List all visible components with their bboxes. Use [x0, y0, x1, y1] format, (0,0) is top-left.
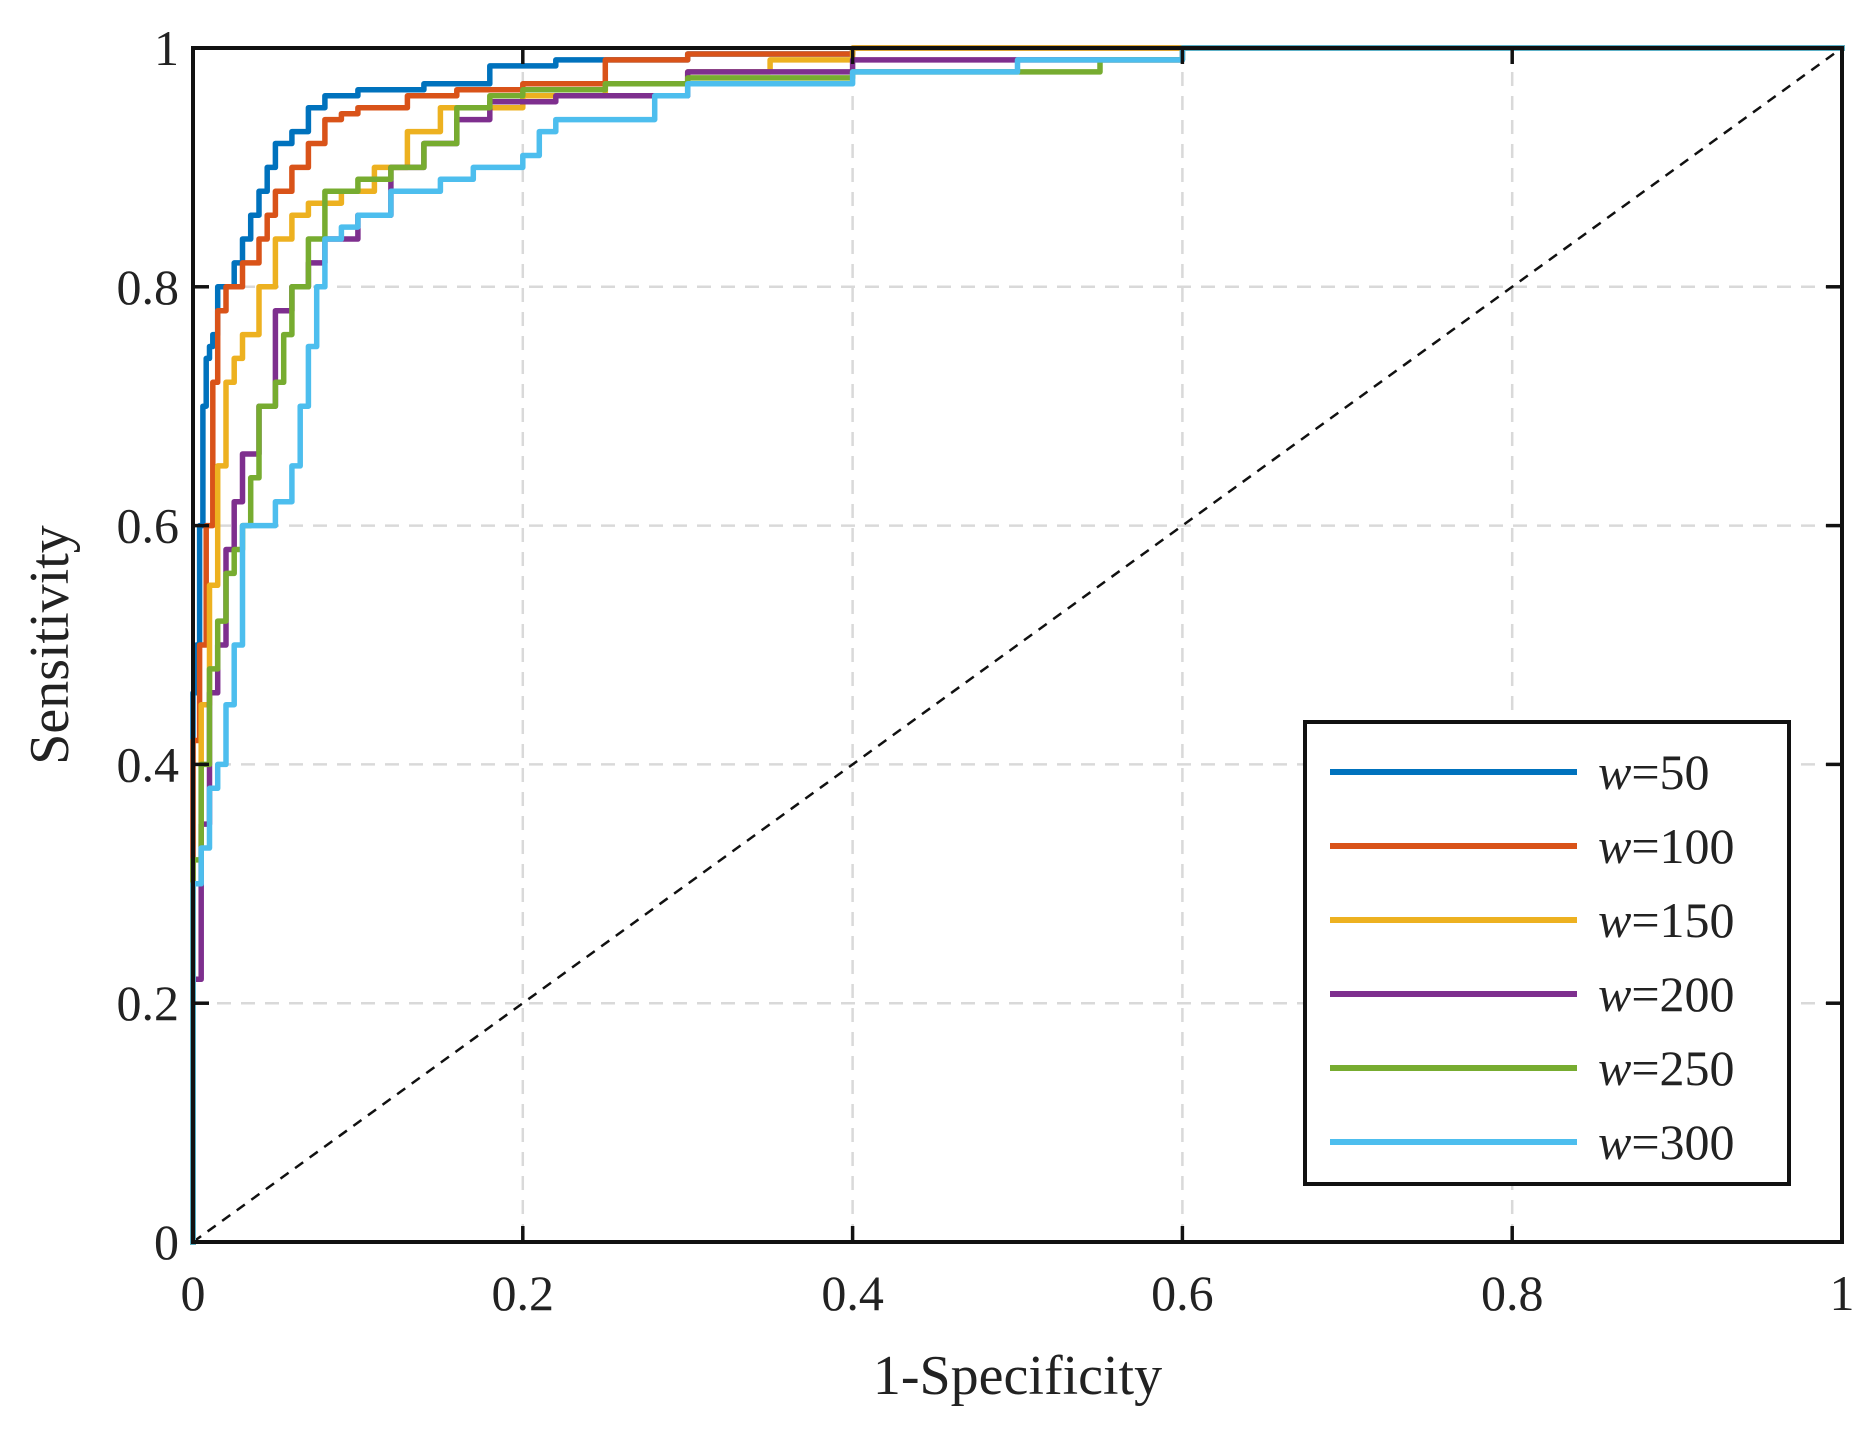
legend-label-100: w=100: [1598, 818, 1735, 874]
x-tick-label: 1: [1830, 1265, 1855, 1321]
legend-frame: [1303, 720, 1791, 1186]
legend-variable: w: [1598, 966, 1631, 1022]
legend-label-250: w=250: [1598, 1040, 1735, 1096]
legend-value: =300: [1631, 1114, 1734, 1170]
legend-value: =150: [1631, 892, 1734, 948]
y-axis-label: Sensitivity: [19, 525, 81, 765]
y-tick-label: 0: [154, 1214, 179, 1270]
legend-label-300: w=300: [1598, 1114, 1735, 1170]
x-tick-label: 0.2: [492, 1265, 555, 1321]
series-layer: [190, 45, 1845, 1245]
reference-line-layer: [192, 46, 1843, 1244]
x-tick-label: 0.8: [1481, 1265, 1544, 1321]
legend-value: =50: [1631, 744, 1709, 800]
roc-curve-250: [190, 45, 1845, 1245]
legend-variable: w: [1598, 1040, 1631, 1096]
legend-variable: w: [1598, 892, 1631, 948]
x-tick-labels: 0 0.2 0.4 0.6 0.8 1: [181, 1265, 1855, 1321]
y-tick-labels: 0 0.2 0.4 0.6 0.8 1: [117, 20, 180, 1270]
legend-label-150: w=150: [1598, 892, 1735, 948]
legend-value: =250: [1631, 1040, 1734, 1096]
chance-diagonal-line: [192, 46, 1843, 1244]
y-tick-label: 0.8: [117, 259, 180, 315]
y-tick-label: 0.2: [117, 975, 180, 1031]
legend-label-200: w=200: [1598, 966, 1735, 1022]
roc-curve-300: [190, 45, 1845, 1245]
tick-marks: [191, 46, 1844, 1244]
legend-variable: w: [1598, 1114, 1631, 1170]
legend-value: =200: [1631, 966, 1734, 1022]
x-tick-label: 0.4: [821, 1265, 884, 1321]
y-tick-label: 0.4: [117, 736, 180, 792]
legend-value: =100: [1631, 818, 1734, 874]
legend-variable: w: [1598, 818, 1631, 874]
y-tick-label: 1: [154, 20, 179, 76]
x-tick-label: 0: [181, 1265, 206, 1321]
roc-curve-100: [190, 45, 1845, 1245]
roc-curve-50: [190, 45, 1845, 1245]
plot-area-frame: [191, 46, 1844, 1244]
y-tick-label: 0.6: [117, 498, 180, 554]
legend-variable: w: [1598, 744, 1631, 800]
x-tick-label: 0.6: [1151, 1265, 1214, 1321]
x-axis-label: 1-Specificity: [873, 1345, 1162, 1407]
legend-label-50: w=50: [1598, 744, 1710, 800]
